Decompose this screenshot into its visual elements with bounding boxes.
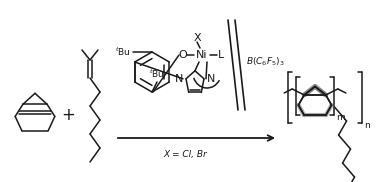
Text: Ni: Ni — [196, 50, 208, 60]
Text: O: O — [179, 50, 187, 60]
Text: N: N — [175, 74, 183, 84]
Text: n: n — [364, 121, 370, 130]
Text: +: + — [61, 106, 75, 124]
Text: $^t$Bu: $^t$Bu — [115, 46, 131, 58]
Text: L: L — [218, 50, 224, 60]
Text: m: m — [336, 113, 345, 122]
Text: X = Cl, Br: X = Cl, Br — [163, 150, 207, 159]
Text: N: N — [207, 74, 215, 84]
Text: $B(C_6F_5)_3$: $B(C_6F_5)_3$ — [246, 56, 285, 68]
Text: $^t$Bu: $^t$Bu — [149, 68, 165, 80]
Text: X: X — [193, 33, 201, 43]
